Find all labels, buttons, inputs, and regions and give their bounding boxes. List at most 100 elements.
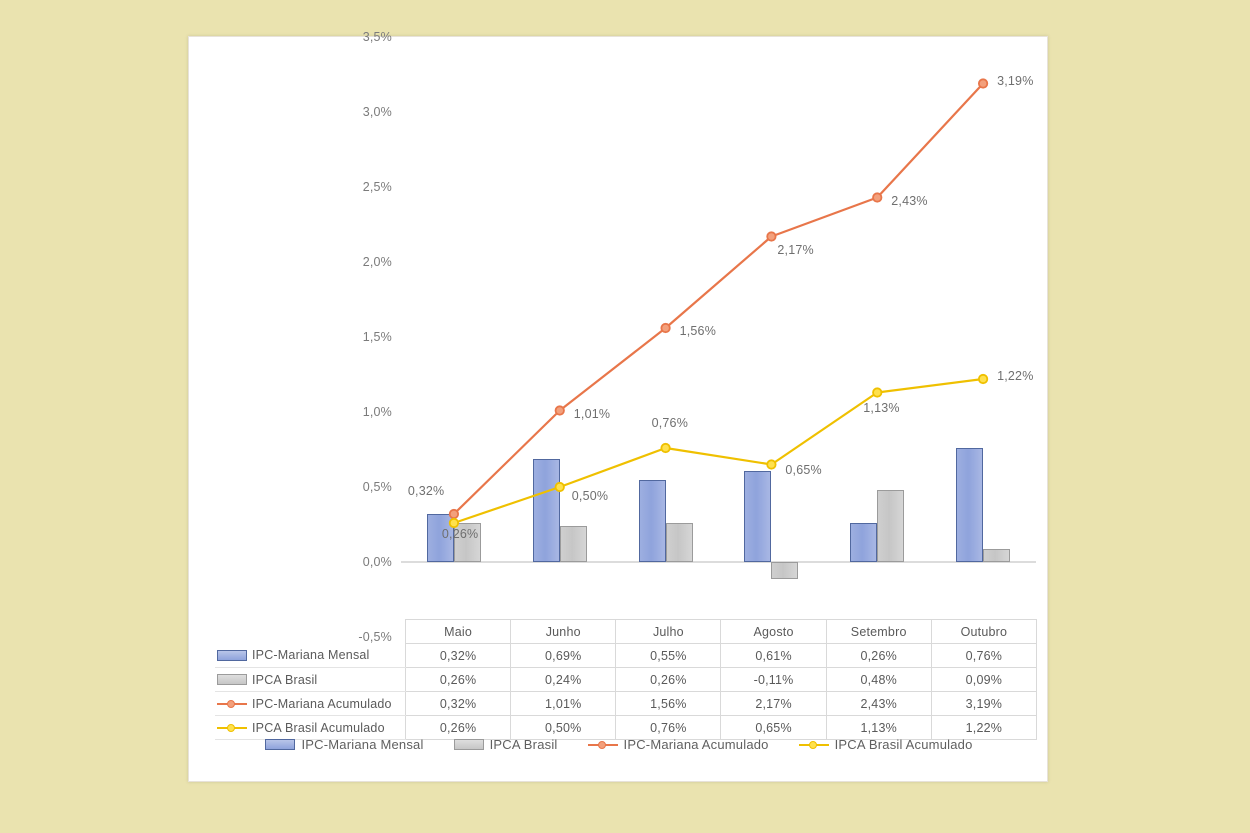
table-cell: 0,69% bbox=[510, 643, 617, 668]
table-cell: 3,19% bbox=[930, 691, 1038, 716]
table-cell: 1,56% bbox=[615, 691, 722, 716]
series-name: IPCA Brasil Acumulado bbox=[252, 720, 385, 735]
legend-item[interactable]: IPCA Brasil Acumulado bbox=[798, 737, 973, 752]
bar-blue-swatch bbox=[265, 739, 296, 750]
table-column-header: Setembro bbox=[825, 619, 932, 644]
legend-item[interactable]: IPCA Brasil bbox=[453, 737, 558, 752]
legend-label: IPCA Brasil bbox=[489, 737, 558, 752]
data-label: 1,22% bbox=[997, 369, 1034, 383]
y-axis-tick: 2,0% bbox=[362, 255, 392, 269]
table-cell: 0,26% bbox=[615, 667, 722, 692]
data-label: 0,26% bbox=[441, 527, 479, 541]
bar bbox=[638, 479, 666, 562]
legend-label: IPC-Mariana Acumulado bbox=[623, 737, 769, 752]
table-row-header: IPCA Brasil bbox=[215, 667, 406, 692]
line-marker bbox=[448, 517, 460, 529]
table-column-header: Agosto bbox=[720, 619, 827, 644]
plot-area-wrapper: 3,5% 3,0% 2,5% 2,0% 1,5% 1,0% 0,5% 0,0% -0,5% 0,… bbox=[189, 30, 1049, 644]
table-cell: 0,65% bbox=[720, 715, 827, 740]
table-cell: 0,32% bbox=[404, 643, 512, 668]
bar-gray-swatch bbox=[217, 674, 247, 685]
data-label: 3,19% bbox=[997, 73, 1034, 88]
bar-group bbox=[613, 37, 719, 637]
bar-group bbox=[507, 37, 613, 637]
chart-legend: IPC-Mariana Mensal IPCA Brasil IPC-Mariana… bbox=[189, 737, 1049, 752]
table-head: Maio Junho Julho Agosto Setembro Outubro bbox=[215, 619, 1038, 644]
line-marker bbox=[872, 192, 883, 203]
bar bbox=[771, 562, 799, 579]
table-cell: 0,24% bbox=[510, 667, 617, 692]
table-cell: 0,61% bbox=[720, 643, 827, 668]
table-row-header: IPCA Brasil Acumulado bbox=[215, 715, 406, 740]
table-cell: -0,11% bbox=[720, 667, 827, 692]
line-marker bbox=[554, 481, 565, 493]
y-axis-tick: 1,5% bbox=[362, 330, 392, 344]
legend-item[interactable]: IPC-Mariana Acumulado bbox=[587, 737, 769, 752]
line-marker bbox=[766, 459, 777, 470]
series-name: IPC-Mariana Acumulado bbox=[252, 696, 392, 711]
line-marker bbox=[766, 231, 777, 242]
bar bbox=[532, 458, 560, 562]
y-axis-tick: 3,5% bbox=[362, 30, 392, 44]
line-marker bbox=[977, 78, 989, 89]
table-column-header: Junho bbox=[510, 619, 617, 644]
bar bbox=[665, 523, 693, 562]
line-marker bbox=[660, 322, 671, 334]
table-row: IPCA Brasil 0,26% 0,24% 0,26% -0,11% 0,48% 0,0… bbox=[215, 667, 1038, 692]
bar bbox=[956, 448, 984, 562]
table-corner-cell bbox=[215, 620, 406, 644]
series-name: IPCA Brasil bbox=[252, 672, 318, 687]
table-row-header: IPC-Mariana Acumulado bbox=[215, 691, 406, 716]
data-label: 0,32% bbox=[407, 484, 445, 498]
data-label: 2,43% bbox=[891, 193, 928, 208]
data-label: 2,17% bbox=[777, 242, 814, 257]
data-label: 1,01% bbox=[573, 406, 611, 421]
bar-group bbox=[930, 37, 1036, 637]
table-header-row: Maio Junho Julho Agosto Setembro Outubro bbox=[215, 619, 1038, 644]
table-cell: 1,22% bbox=[930, 715, 1038, 740]
table-cell: 0,26% bbox=[404, 667, 512, 692]
y-axis-tick: 0,0% bbox=[362, 555, 392, 569]
zero-axis-line bbox=[401, 561, 1036, 563]
legend-item[interactable]: IPC-Mariana Mensal bbox=[265, 737, 423, 752]
line-marker bbox=[872, 387, 883, 398]
line-path bbox=[453, 82, 984, 515]
data-label: 0,65% bbox=[785, 462, 822, 477]
chart-panel: 3,5% 3,0% 2,5% 2,0% 1,5% 1,0% 0,5% 0,0% -0,5% 0,… bbox=[188, 30, 1049, 782]
table-row-header: IPC-Mariana Mensal bbox=[215, 643, 406, 668]
bar bbox=[453, 523, 481, 562]
data-label: 1,56% bbox=[679, 324, 717, 338]
table-row: IPCA Brasil Acumulado 0,26% 0,50% 0,76% 0,65… bbox=[215, 715, 1038, 740]
line-marker bbox=[660, 442, 671, 454]
line-marker bbox=[448, 508, 460, 520]
y-axis-tick-labels: 3,5% 3,0% 2,5% 2,0% 1,5% 1,0% 0,5% 0,0% -0,5% bbox=[334, 30, 392, 644]
table-cell: 0,09% bbox=[930, 667, 1038, 692]
line-series-layer bbox=[448, 78, 989, 529]
table-row: IPC-Mariana Mensal 0,32% 0,69% 0,55% 0,61% 0,… bbox=[215, 643, 1038, 668]
bar bbox=[744, 470, 772, 562]
table-column-header: Julho bbox=[615, 619, 722, 644]
y-axis-tick: -0,5% bbox=[358, 630, 392, 644]
table-cell: 1,01% bbox=[510, 691, 617, 716]
line-yellow-swatch bbox=[217, 722, 247, 733]
line-path bbox=[453, 377, 984, 525]
table-cell: 2,43% bbox=[825, 691, 932, 716]
bar bbox=[877, 490, 905, 562]
legend-label: IPCA Brasil Acumulado bbox=[834, 737, 973, 752]
line-yellow-swatch bbox=[798, 739, 829, 750]
table-cell: 0,32% bbox=[404, 691, 512, 716]
y-axis-tick: 3,0% bbox=[362, 105, 392, 119]
table-row: IPC-Mariana Acumulado 0,32% 1,01% 1,56% 2,17… bbox=[215, 691, 1038, 716]
table-cell: 1,13% bbox=[825, 715, 932, 740]
table-cell: 0,26% bbox=[825, 643, 932, 668]
bar-group bbox=[719, 37, 825, 637]
plot-surface: 0,32% 1,01% 1,56% 2,17% 2,43% 3,19% 0,26% 0,50%… bbox=[401, 37, 1036, 637]
table-cell: 0,26% bbox=[404, 715, 512, 740]
data-label: 1,13% bbox=[863, 400, 900, 415]
table-cell: 0,76% bbox=[930, 643, 1038, 668]
line-orange-swatch bbox=[587, 739, 618, 750]
bar-blue-swatch bbox=[217, 649, 247, 661]
bar-gray-swatch bbox=[453, 739, 484, 750]
table-cell: 0,76% bbox=[615, 715, 722, 740]
table-cell: 0,50% bbox=[510, 715, 617, 740]
